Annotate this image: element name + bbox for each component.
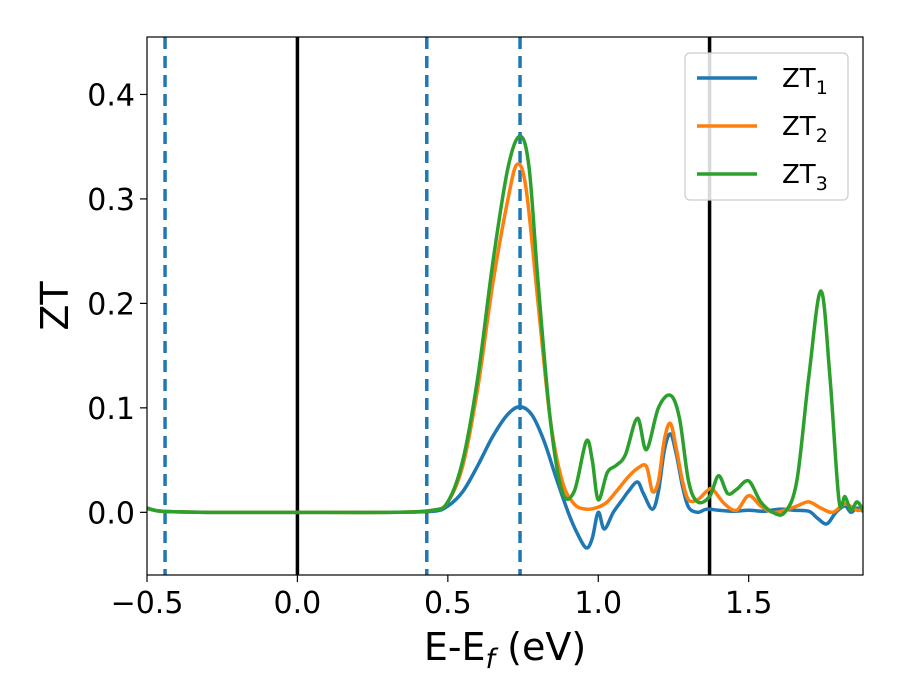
y-tick-label: 0.1 [87,392,135,427]
x-label-main: E-E [424,625,486,669]
x-label-rest: (eV) [495,625,586,669]
legend-label: ZT2 [782,112,828,147]
x-tick-label: 1.5 [725,586,773,621]
plot-frame [146,36,864,576]
x-tick-label: −0.5 [111,586,184,621]
x-tick-label: 0.0 [274,586,322,621]
legend-label: ZT3 [782,160,828,195]
x-axis-ticks: −0.5 0.0 0.5 1.0 1.5 [111,575,773,621]
y-tick-label: 0.2 [87,287,135,322]
series-line-zt2 [147,162,863,515]
y-tick-label: 0.4 [87,78,135,113]
y-tick-label: 0.0 [87,496,135,531]
legend-box [684,52,849,201]
y-axis-ticks: 0.0 0.1 0.2 0.3 0.4 [87,78,147,531]
legend-label: ZT1 [782,64,828,99]
series-line-zt1 [147,405,863,550]
x-tick-label: 0.5 [424,586,472,621]
y-axis-label: ZT [33,281,77,331]
y-tick-label: 0.3 [87,183,135,218]
x-tick-label: 1.0 [574,586,622,621]
legend: ZT1 ZT2 ZT3 [684,52,849,201]
series-line-zt3 [147,134,863,517]
x-axis-label: E-Ef (eV) [424,625,586,675]
series-lines [147,134,863,550]
